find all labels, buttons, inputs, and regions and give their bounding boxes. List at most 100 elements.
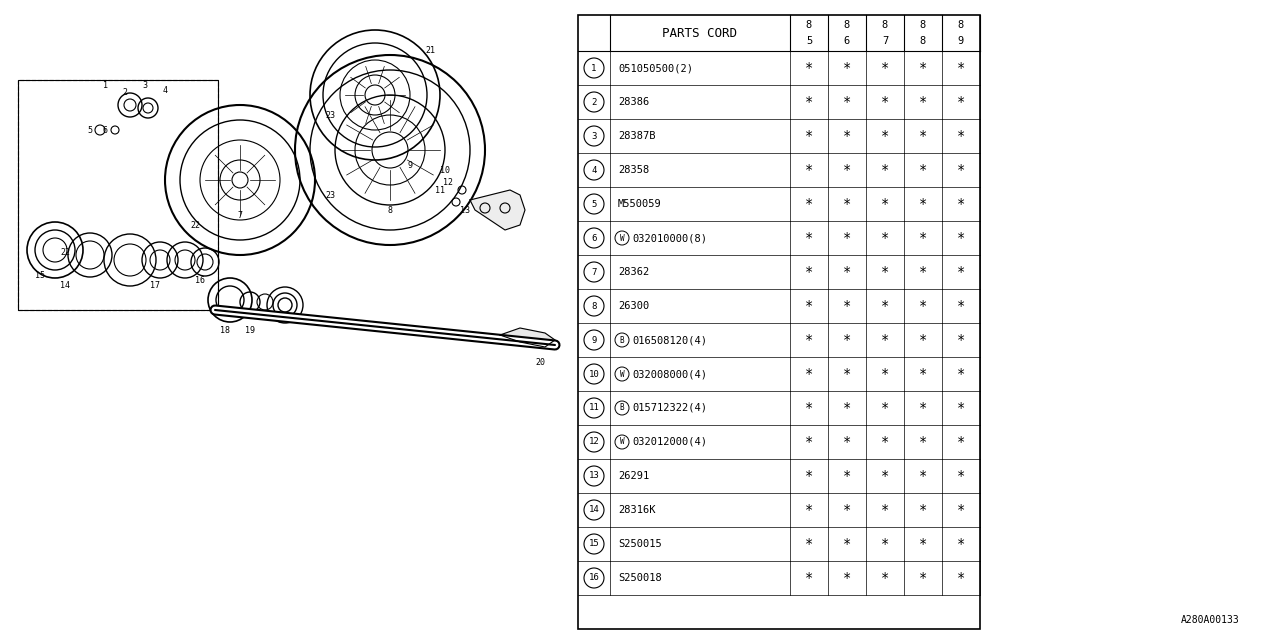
Text: 032008000(4): 032008000(4) (632, 369, 707, 379)
Text: *: * (957, 367, 965, 381)
Text: *: * (842, 333, 851, 347)
Text: *: * (957, 333, 965, 347)
Text: *: * (805, 61, 813, 75)
Text: *: * (842, 265, 851, 279)
Text: 8: 8 (920, 36, 927, 46)
Text: PARTS CORD: PARTS CORD (663, 26, 737, 40)
Text: B: B (620, 335, 625, 344)
Text: S250018: S250018 (618, 573, 662, 583)
Text: *: * (919, 299, 927, 313)
Text: *: * (919, 435, 927, 449)
Text: 12: 12 (443, 177, 453, 186)
Text: *: * (842, 435, 851, 449)
Text: *: * (919, 95, 927, 109)
Text: *: * (919, 503, 927, 517)
Text: 8: 8 (844, 20, 850, 30)
Text: *: * (957, 469, 965, 483)
Text: *: * (957, 401, 965, 415)
Text: *: * (805, 299, 813, 313)
Text: *: * (881, 61, 890, 75)
Text: 7: 7 (591, 268, 596, 276)
Text: *: * (957, 299, 965, 313)
Text: *: * (842, 163, 851, 177)
Text: 18: 18 (220, 326, 230, 335)
Text: 16: 16 (589, 573, 599, 582)
Text: *: * (881, 163, 890, 177)
Text: 28362: 28362 (618, 267, 649, 277)
Text: *: * (919, 197, 927, 211)
Text: 23: 23 (325, 191, 335, 200)
Text: 4: 4 (163, 86, 168, 95)
Text: *: * (957, 231, 965, 245)
Text: 8: 8 (591, 301, 596, 310)
Polygon shape (470, 190, 525, 230)
Text: *: * (957, 435, 965, 449)
Bar (18, 80, 218, 310)
Text: *: * (805, 435, 813, 449)
Text: 8: 8 (388, 205, 393, 214)
Text: *: * (881, 571, 890, 585)
Text: W: W (620, 234, 625, 243)
Text: *: * (919, 571, 927, 585)
Text: 5: 5 (87, 125, 92, 134)
Text: *: * (842, 231, 851, 245)
Text: *: * (881, 299, 890, 313)
Text: 6: 6 (102, 125, 108, 134)
Text: 19: 19 (244, 326, 255, 335)
Text: *: * (957, 61, 965, 75)
Text: *: * (842, 469, 851, 483)
Text: 15: 15 (35, 271, 45, 280)
Text: 9: 9 (957, 36, 964, 46)
Text: *: * (957, 95, 965, 109)
Text: *: * (881, 129, 890, 143)
Text: *: * (881, 469, 890, 483)
Text: 15: 15 (589, 540, 599, 548)
Text: *: * (805, 537, 813, 551)
Text: *: * (957, 129, 965, 143)
Text: W: W (620, 438, 625, 447)
Text: B: B (620, 403, 625, 413)
Text: 10: 10 (440, 166, 451, 175)
Text: 20: 20 (535, 358, 545, 367)
Text: 015712322(4): 015712322(4) (632, 403, 707, 413)
Text: 21: 21 (425, 45, 435, 54)
Text: *: * (957, 163, 965, 177)
Text: 2: 2 (591, 97, 596, 106)
Text: 7: 7 (238, 211, 242, 220)
Text: *: * (919, 231, 927, 245)
Text: *: * (881, 367, 890, 381)
Text: 6: 6 (591, 234, 596, 243)
Text: *: * (805, 469, 813, 483)
Text: *: * (881, 537, 890, 551)
Text: 26291: 26291 (618, 471, 649, 481)
Text: 9: 9 (407, 161, 412, 170)
Text: *: * (842, 95, 851, 109)
Text: 13: 13 (589, 472, 599, 481)
Text: *: * (881, 401, 890, 415)
Text: 8: 8 (920, 20, 927, 30)
Text: 11: 11 (435, 186, 445, 195)
Text: *: * (805, 503, 813, 517)
Text: *: * (805, 163, 813, 177)
Text: *: * (842, 537, 851, 551)
Text: 8: 8 (957, 20, 964, 30)
Text: 3: 3 (142, 81, 147, 90)
Text: 032010000(8): 032010000(8) (632, 233, 707, 243)
Text: 8: 8 (806, 20, 812, 30)
Text: *: * (805, 95, 813, 109)
Text: *: * (881, 333, 890, 347)
Text: 23: 23 (325, 111, 335, 120)
Text: *: * (919, 469, 927, 483)
Text: *: * (805, 571, 813, 585)
Text: 28358: 28358 (618, 165, 649, 175)
Text: *: * (842, 299, 851, 313)
Text: 14: 14 (589, 506, 599, 515)
Text: 2: 2 (123, 88, 128, 97)
Text: *: * (805, 367, 813, 381)
Text: *: * (805, 129, 813, 143)
Text: 10: 10 (589, 369, 599, 378)
Text: 28316K: 28316K (618, 505, 655, 515)
Text: 28386: 28386 (618, 97, 649, 107)
Bar (579, 15, 980, 629)
Text: *: * (881, 197, 890, 211)
